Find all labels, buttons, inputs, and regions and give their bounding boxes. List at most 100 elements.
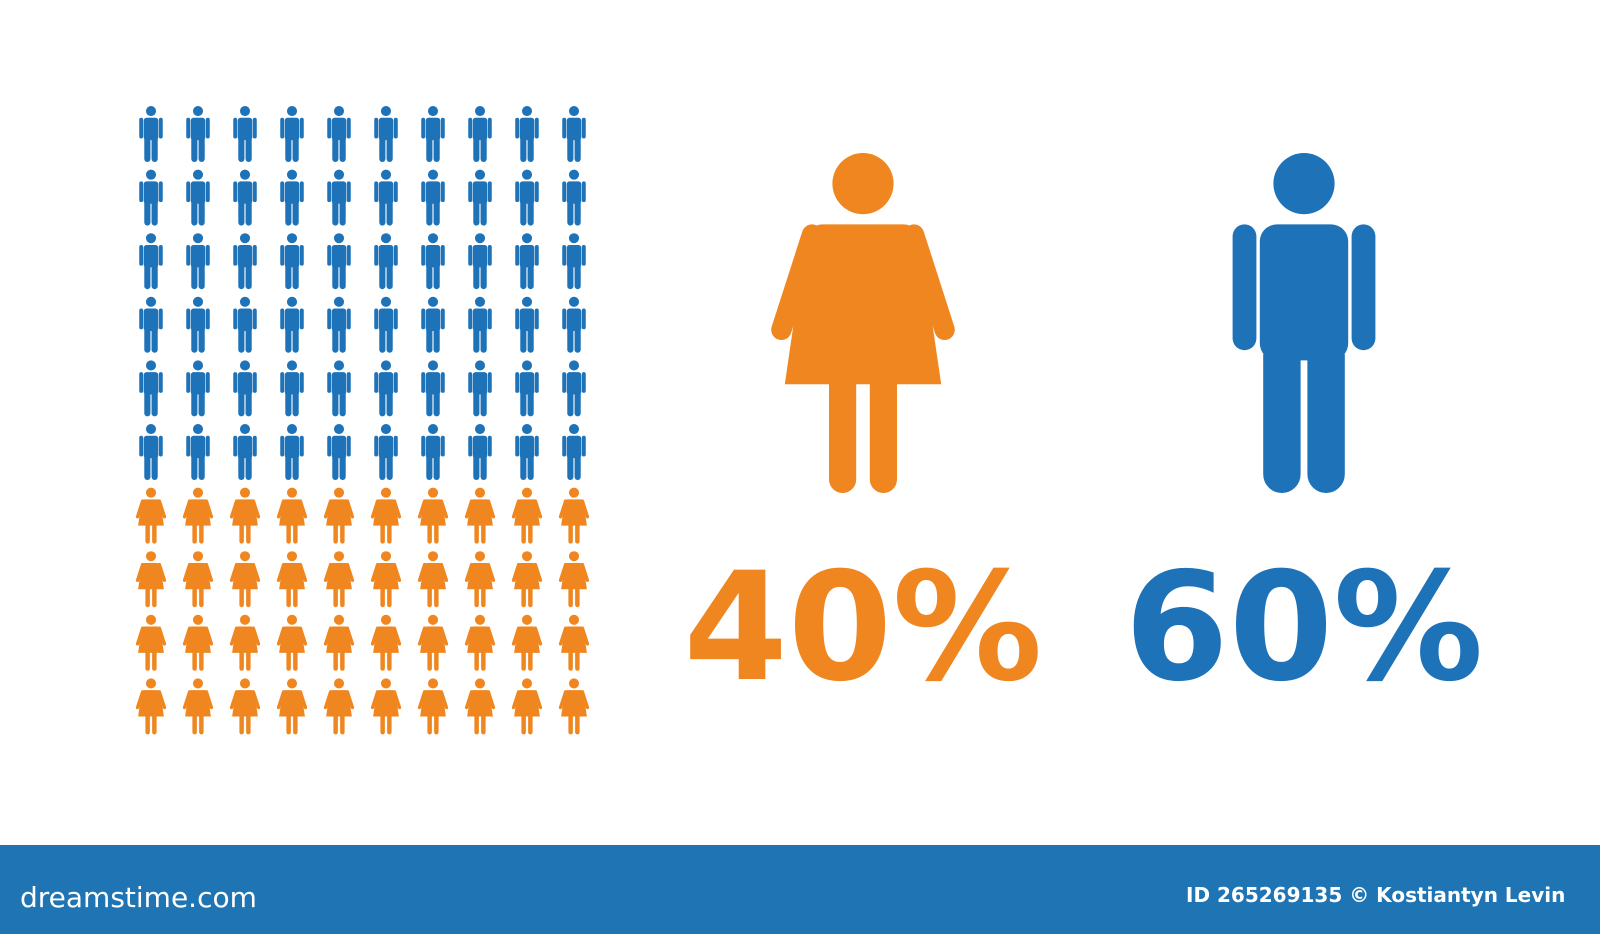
icon-arm (158, 372, 163, 393)
icon-arm (345, 626, 355, 646)
icon-leg (386, 199, 393, 226)
icon-leg (245, 136, 252, 162)
icon-dress (185, 562, 211, 590)
pictogram-icon (558, 678, 590, 735)
icon-leg (474, 713, 479, 735)
icon-leg (144, 199, 151, 226)
icon-arm (515, 181, 520, 203)
pictogram-icon (135, 678, 167, 735)
icon-arm (533, 626, 543, 646)
icon-arm (581, 308, 586, 330)
icon-leg (238, 136, 245, 162)
pictogram-icon (139, 233, 163, 290)
icon-head (474, 678, 486, 689)
icon-leg (192, 522, 197, 544)
pictogram-icon (182, 678, 214, 735)
pictogram-icon (370, 551, 402, 608)
icon-arm (439, 499, 449, 519)
icon-leg (339, 390, 346, 417)
icon-head (521, 487, 533, 498)
icon-leg (151, 454, 158, 480)
icon-dress (185, 690, 211, 717)
pictogram-icon (139, 106, 163, 162)
icon-leg (567, 327, 574, 353)
icon-dress (561, 690, 587, 717)
icon-torso (237, 181, 253, 204)
icon-head (521, 424, 533, 435)
icon-arm (440, 244, 445, 266)
icon-arm (135, 690, 145, 710)
pictogram-icon (515, 360, 539, 417)
icon-head (568, 360, 580, 371)
icon-torso (519, 181, 535, 204)
pictogram-icon (562, 296, 586, 353)
icon-leg (527, 390, 534, 417)
icon-head (568, 487, 580, 498)
icon-leg (528, 649, 533, 671)
icon-leg (473, 327, 480, 353)
icon-arm (323, 690, 333, 710)
icon-arm (346, 308, 351, 330)
icon-leg (239, 713, 244, 735)
icon-dress (279, 690, 305, 717)
icon-leg (567, 199, 574, 226)
icon-arm (323, 626, 333, 646)
icon-arm (421, 117, 426, 139)
icon-leg (480, 390, 487, 417)
pictogram-icon (233, 233, 257, 290)
pictogram-icon (468, 424, 492, 480)
pictogram-icon (139, 360, 163, 417)
icon-arm (464, 562, 474, 583)
icon-arm (323, 499, 333, 519)
pictogram-icon (468, 233, 492, 290)
icon-head (474, 487, 486, 498)
icon-leg (568, 713, 573, 735)
pictogram-icon (280, 106, 304, 162)
icon-head (474, 296, 486, 307)
pictogram-icon (511, 487, 543, 544)
icon-arm (280, 244, 285, 266)
icon-leg (145, 649, 150, 671)
icon-arm (374, 372, 379, 393)
icon-leg (198, 263, 205, 290)
icon-leg (433, 199, 440, 226)
icon-leg (574, 263, 581, 290)
icon-arm (204, 690, 214, 710)
icon-dress (467, 626, 493, 653)
pictogram-icon (135, 551, 167, 608)
icon-leg (1307, 336, 1345, 493)
icon-arm (233, 372, 238, 393)
icon-torso (1259, 224, 1349, 361)
icon-leg (433, 454, 440, 480)
icon-leg (152, 649, 157, 671)
icon-leg (191, 263, 198, 290)
icon-arm (515, 117, 520, 139)
icon-leg (434, 649, 439, 671)
icon-arm (182, 626, 192, 646)
icon-head (333, 296, 345, 307)
icon-leg (574, 136, 581, 162)
icon-leg (527, 454, 534, 480)
pictogram-icon (276, 551, 308, 608)
icon-arm (327, 435, 332, 457)
icon-arm (280, 181, 285, 203)
icon-torso (566, 117, 582, 141)
icon-leg (192, 585, 197, 608)
icon-leg (575, 649, 580, 671)
icon-dress (373, 499, 399, 526)
pictogram-icon (139, 424, 163, 480)
icon-head (286, 296, 298, 307)
icon-arm (135, 562, 145, 583)
icon-leg (521, 713, 526, 735)
icon-dress (279, 562, 305, 590)
icon-leg (433, 263, 440, 290)
pictogram-icon (511, 614, 543, 671)
icon-leg (386, 390, 393, 417)
icon-arm (562, 117, 567, 139)
icon-arm (205, 181, 210, 203)
icon-torso (378, 372, 394, 395)
icon-arm (298, 499, 308, 519)
icon-head (192, 678, 204, 689)
icon-head (380, 487, 392, 498)
